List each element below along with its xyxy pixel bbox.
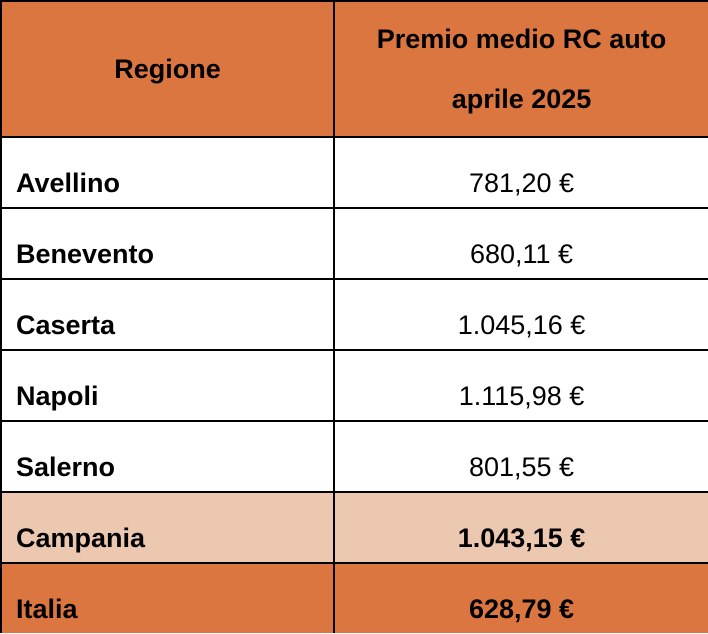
table-row: Salerno 801,55 € xyxy=(0,420,708,493)
province-name: Napoli xyxy=(0,349,335,422)
premium-column-header: Premio medio RC auto aprile 2025 xyxy=(333,0,708,138)
table-row: Avellino 781,20 € xyxy=(0,136,708,209)
province-name: Salerno xyxy=(0,420,335,493)
table-row: Caserta 1.045,16 € xyxy=(0,278,708,351)
table-row: Napoli 1.115,98 € xyxy=(0,349,708,422)
region-column-header: Regione xyxy=(0,0,335,138)
table-row: Benevento 680,11 € xyxy=(0,207,708,280)
province-name: Caserta xyxy=(0,278,335,351)
national-total-row: Italia 628,79 € xyxy=(0,562,708,633)
region-total-row: Campania 1.043,15 € xyxy=(0,491,708,564)
national-premium-value: 628,79 € xyxy=(333,562,708,633)
premium-header-line2: aprile 2025 xyxy=(451,84,592,114)
premium-value: 801,55 € xyxy=(333,420,708,493)
region-name: Campania xyxy=(0,491,335,564)
province-name: Benevento xyxy=(0,207,335,280)
premium-value: 1.045,16 € xyxy=(333,278,708,351)
premium-header-line1: Premio medio RC auto xyxy=(376,24,667,54)
premium-value: 680,11 € xyxy=(333,207,708,280)
region-premium-value: 1.043,15 € xyxy=(333,491,708,564)
header-row: Regione Premio medio RC auto aprile 2025 xyxy=(0,0,708,138)
country-name: Italia xyxy=(0,562,335,633)
premium-value: 781,20 € xyxy=(333,136,708,209)
premium-value: 1.115,98 € xyxy=(333,349,708,422)
province-name: Avellino xyxy=(0,136,335,209)
